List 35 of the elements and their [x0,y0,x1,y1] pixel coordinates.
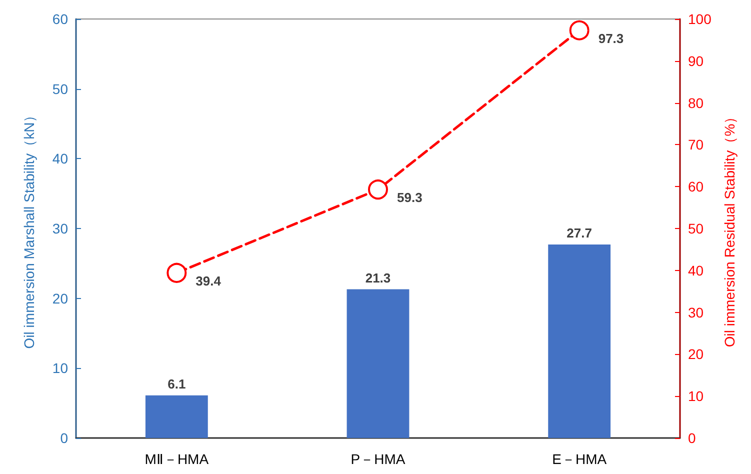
y2-tick-label: 50 [688,220,704,236]
bar [346,289,410,438]
y-tick-label: 0 [60,430,68,446]
data-label: 97.3 [598,30,624,46]
y2-tick-label: 100 [688,11,712,27]
bar [548,244,611,438]
y2-tick-label: 20 [688,346,704,362]
point [569,20,590,40]
bar [145,395,208,438]
y2-tick-label: 60 [688,178,704,195]
y-tick-label: 20 [52,290,68,306]
x-tick-label: P－HMA [350,451,406,467]
y2-tick-label: 80 [688,94,704,111]
y-tick-label: 40 [52,150,68,167]
data-label: 21.3 [365,270,391,286]
y-axis-title: Oil immersion Marshall Stability（kN） [21,108,37,349]
data-label: 59.3 [397,190,422,206]
y2-tick-label: 90 [688,52,704,69]
y-tick-label: 30 [52,220,68,236]
y2-tick-label: 0 [688,430,696,446]
x-tick-label: MⅡ－HMA [144,451,210,467]
data-label: 27.7 [566,226,592,241]
y-tick-label: 60 [52,11,68,27]
point [166,262,187,283]
y2-tick-label: 10 [688,388,704,404]
data-label: 39.4 [196,273,222,288]
point [368,180,388,200]
data-label: 6.1 [168,376,186,392]
y2-tick-label: 30 [688,304,704,320]
y2-axis-title: Oil immersion Residual Stability（%） [721,110,738,348]
y-tick-label: 50 [52,80,68,97]
y2-tick-label: 70 [688,136,704,153]
y-tick-label: 10 [52,360,68,376]
y2-tick-label: 40 [688,262,704,278]
x-tick-label: E－HMA [552,451,608,467]
